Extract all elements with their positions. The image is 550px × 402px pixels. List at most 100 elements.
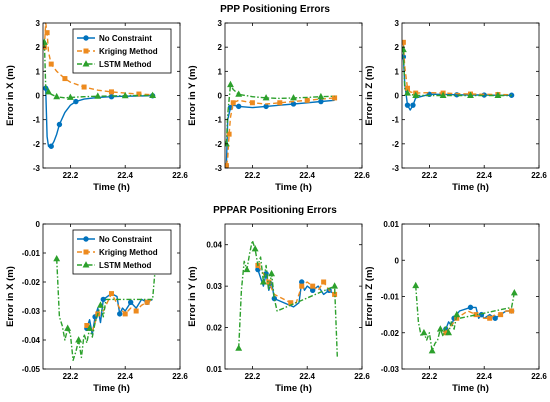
panel-grid: 22.2 22.4 22.6 -3 -2 -1 0 1 2 3 Time (h) Error in X… <box>5 19 547 394</box>
legend: No Constraint Kriging Method LSTM Method <box>72 28 172 74</box>
y-tick-label: 2 <box>218 43 223 52</box>
data-point <box>412 91 420 98</box>
data-point <box>487 315 493 321</box>
pppar-row-title: PPPAR Positioning Errors <box>213 205 337 216</box>
x-tick-label: 22.2 <box>245 372 261 381</box>
data-point <box>445 328 453 336</box>
data-point <box>48 61 54 67</box>
series-group <box>412 281 518 354</box>
y-tick-label: -2 <box>215 140 223 149</box>
y-axis-label: Error in X (m) <box>5 65 16 126</box>
data-point <box>144 299 150 305</box>
y-tick-label: -0.01 <box>381 293 400 302</box>
y-tick-label: 0 <box>395 256 400 265</box>
legend-marker <box>83 35 89 41</box>
y-tick-label: 0 <box>36 220 41 229</box>
panel-1: 22.2 22.4 22.6 -3 -2 -1 0 1 2 3 Time (h) Error in X… <box>5 19 188 193</box>
y-axis-label: Error in Y (m) <box>187 65 198 125</box>
data-point <box>225 163 229 168</box>
y-tick-label: 3 <box>36 19 41 28</box>
y-tick-label: -3 <box>215 164 223 173</box>
y-axis-label: Error in Y (m) <box>187 266 198 326</box>
y-tick-label: -1 <box>392 116 400 125</box>
data-point <box>494 91 502 98</box>
y-tick-label: -0.02 <box>381 329 400 338</box>
legend-marker <box>83 249 89 255</box>
data-point <box>412 281 420 289</box>
y-tick-label: -0.05 <box>22 365 41 374</box>
data-point <box>428 347 436 354</box>
x-axis-label: Time (h) <box>275 182 312 193</box>
series-group <box>235 239 339 357</box>
data-point <box>262 94 270 101</box>
data-point <box>230 100 236 106</box>
y-tick-label: -2 <box>33 140 41 149</box>
series-line-no-constraint <box>257 269 336 308</box>
legend-entry: LSTM Method <box>99 60 152 69</box>
data-point <box>53 254 61 262</box>
data-point <box>121 91 129 99</box>
y-tick-label: -3 <box>33 164 41 173</box>
data-point <box>56 121 63 128</box>
y-tick-label: -0.01 <box>22 249 41 258</box>
x-tick-label: 22.4 <box>299 171 315 180</box>
data-point <box>127 299 134 305</box>
series-line-kriging-method <box>445 310 512 334</box>
plot-area <box>225 224 362 369</box>
legend-marker <box>83 236 89 242</box>
legend-marker <box>83 48 89 54</box>
data-point <box>498 312 504 318</box>
data-point <box>45 88 52 95</box>
y-tick-label: -2 <box>392 140 400 149</box>
data-point <box>81 84 87 90</box>
legend-entry: LSTM Method <box>99 261 152 270</box>
data-point <box>66 93 74 100</box>
series-line-kriging-method <box>86 292 153 332</box>
y-tick-label: 3 <box>218 19 223 28</box>
data-point <box>226 131 232 137</box>
data-point <box>235 90 243 97</box>
data-point <box>509 308 515 314</box>
data-point <box>290 94 297 101</box>
y-axis-label: Error in X (m) <box>5 266 16 327</box>
panel-5: 22.2 22.4 22.6 0.01 0.02 0.03 0.04 Time (h) Erro… <box>187 223 370 394</box>
x-axis-label: Time (h) <box>93 182 130 193</box>
x-tick-label: 22.4 <box>299 372 315 381</box>
series-line-kriging-method <box>43 23 153 96</box>
series-line-kriging-method <box>402 42 512 96</box>
y-tick-label: -0.03 <box>22 307 41 316</box>
y-tick-label: 1 <box>36 67 41 76</box>
legend-marker <box>82 261 90 268</box>
x-tick-label: 22.6 <box>354 171 370 180</box>
series-group <box>402 39 515 111</box>
data-point <box>259 278 267 285</box>
data-point <box>410 102 416 108</box>
series-line-lstm-method <box>56 258 156 361</box>
y-tick-label: 0.01 <box>206 365 222 374</box>
series-line-lstm-method <box>238 239 338 357</box>
x-tick-label: 22.4 <box>476 372 492 381</box>
data-point <box>309 287 316 293</box>
x-axis-label: Time (h) <box>452 182 489 193</box>
data-point <box>263 103 269 110</box>
data-point <box>44 30 50 36</box>
series-group <box>225 80 338 168</box>
legend-entry: Kriging Method <box>99 248 158 257</box>
data-point <box>467 91 474 98</box>
data-point <box>48 143 54 149</box>
data-point <box>317 92 325 100</box>
ppp-row-title: PPP Positioning Errors <box>220 4 330 15</box>
data-point <box>420 328 428 336</box>
data-point <box>75 336 83 343</box>
panel-2: 22.2 22.4 22.6 -3 -2 -1 0 1 2 3 Time (h) Error in Y… <box>187 19 370 193</box>
y-tick-label: 2 <box>36 43 41 52</box>
y-tick-label: -0.03 <box>381 365 400 374</box>
legend-entry: No Constraint <box>99 34 152 43</box>
data-point <box>402 39 406 45</box>
data-point <box>510 289 518 296</box>
data-point <box>64 324 72 331</box>
data-point <box>299 279 305 285</box>
y-tick-label: 3 <box>395 19 400 28</box>
x-tick-label: 22.2 <box>422 372 438 381</box>
